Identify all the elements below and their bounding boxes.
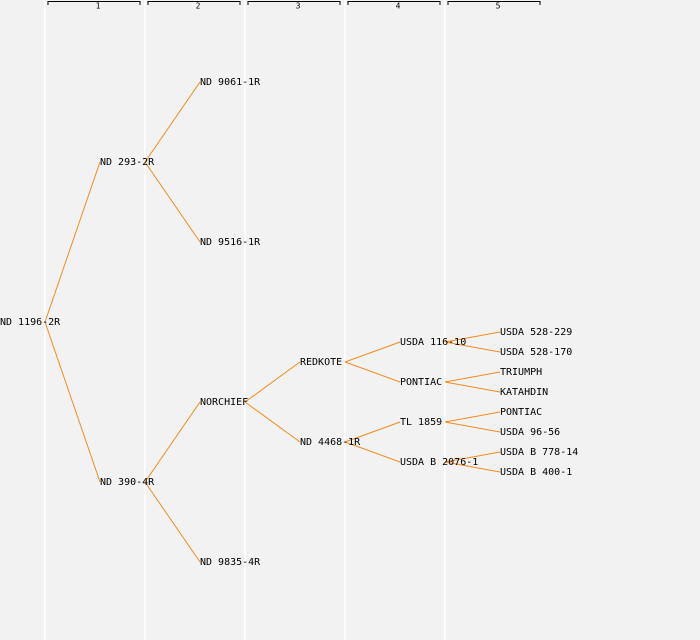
- column-bracket: [47, 1, 141, 5]
- connector: [444, 451, 501, 463]
- column-header: 2: [196, 2, 201, 11]
- node-label: ND 390-4R: [100, 477, 155, 488]
- connector: [444, 461, 501, 473]
- column-header: 1: [96, 2, 101, 11]
- node-label: ND 4468-1R: [300, 437, 361, 448]
- node-label: USDA B 400-1: [500, 467, 572, 478]
- node-label: ND 293-2R: [100, 157, 155, 168]
- connector: [444, 331, 501, 343]
- connector: [444, 411, 501, 423]
- node-label: TRIUMPH: [500, 367, 542, 378]
- connector: [444, 341, 501, 353]
- node-label: TL 1859: [400, 417, 442, 428]
- connector: [244, 361, 301, 403]
- connector: [444, 421, 501, 433]
- column-bracket: [247, 1, 341, 5]
- node-label: NORCHIEF: [200, 397, 248, 408]
- column-dividers: [44, 0, 446, 640]
- connector: [144, 481, 201, 563]
- node-label: USDA 96-56: [500, 427, 560, 438]
- column-bracket: [147, 1, 241, 5]
- connector: [344, 421, 401, 443]
- node-label: ND 1196-2R: [0, 317, 61, 328]
- node-label: REDKOTE: [300, 357, 342, 368]
- column-bracket: [347, 1, 441, 5]
- node-label: USDA B 778-14: [500, 447, 578, 458]
- column-header: 3: [296, 2, 301, 11]
- connector: [344, 361, 401, 383]
- node-label: KATAHDIN: [500, 387, 548, 398]
- connector: [344, 441, 401, 463]
- node-label: ND 9061-1R: [200, 77, 261, 88]
- labels: ND 1196-2R ND 293-2R ND 9061-1R ND 9516-1R N…: [0, 77, 578, 568]
- column-bracket: [447, 1, 541, 5]
- connector: [444, 381, 501, 393]
- node-label: ND 9516-1R: [200, 237, 261, 248]
- column-header: 4: [396, 2, 401, 11]
- connectors: [44, 81, 501, 563]
- node-label: ND 9835-4R: [200, 557, 261, 568]
- connector: [344, 341, 401, 363]
- column-header: 5: [496, 2, 501, 11]
- node-label: PONTIAC: [500, 407, 542, 418]
- node-label: USDA 116-10: [400, 337, 466, 348]
- connector: [44, 321, 101, 483]
- connector: [144, 161, 201, 243]
- node-label: USDA B 2076-1: [400, 457, 478, 468]
- node-label: PONTIAC: [400, 377, 442, 388]
- connector: [144, 401, 201, 483]
- connector: [44, 161, 101, 323]
- node-label: USDA 528-229: [500, 327, 572, 338]
- node-label: USDA 528-170: [500, 347, 572, 358]
- connector: [144, 81, 201, 163]
- connector: [244, 401, 301, 443]
- connector: [444, 371, 501, 383]
